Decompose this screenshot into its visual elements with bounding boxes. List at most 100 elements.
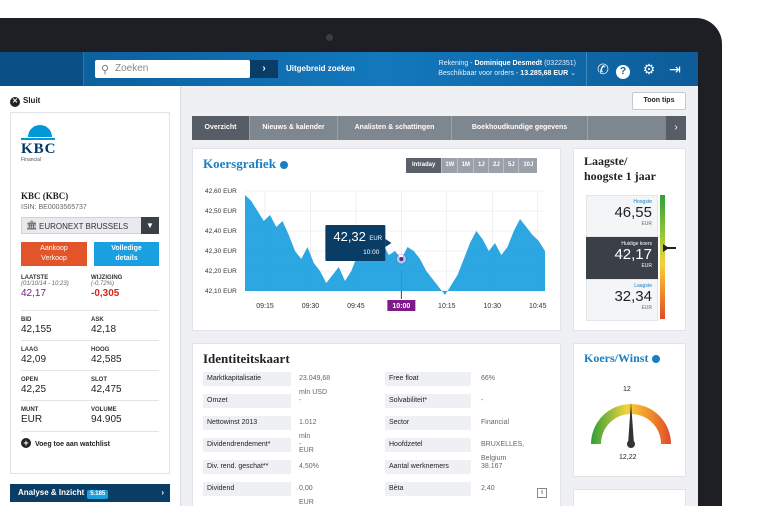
identity-value: -: [299, 397, 302, 404]
gauge-top-label: 12: [623, 386, 631, 393]
close-price: SLOT 42,475: [91, 377, 122, 395]
range-5j[interactable]: 5J: [504, 158, 520, 173]
y-tick-label: 42,20 EUR: [205, 268, 237, 275]
search-icon: ⚲: [101, 64, 110, 76]
identity-value: 38.167: [481, 463, 503, 470]
year-range-title: Laagste/hoogste 1 jaar: [584, 154, 656, 183]
account-info[interactable]: Rekening - Dominique Desmedt (0322351) B…: [438, 60, 576, 77]
tooltip-time: 10:00: [363, 249, 380, 256]
identity-value: BRUXELLES, Belgium: [481, 441, 525, 462]
chevron-down-icon[interactable]: ▼: [141, 217, 159, 234]
isin: ISIN: BE0003565737: [21, 204, 87, 211]
bank-icon: 🏛: [26, 220, 38, 230]
volume: VOLUME 94.905: [91, 407, 122, 425]
info-icon[interactable]: i: [537, 488, 547, 498]
tooltip-value: 42,32: [333, 229, 366, 244]
identity-value: 4,50%: [299, 463, 319, 470]
camera-icon: [326, 34, 333, 41]
full-details-button[interactable]: Volledige details: [94, 242, 159, 266]
kbc-logo: KBC Financial: [21, 125, 57, 163]
identity-panel: Identiteitskaart Marktkapitalisatie 23.04…: [192, 343, 561, 506]
x-tick-label: 10:00: [392, 303, 410, 310]
x-tick-label: 10:30: [484, 303, 502, 310]
tab-bar: Overzicht Nieuws & kalender Analisten & …: [192, 116, 686, 140]
x-tick-label: 10:15: [438, 303, 456, 310]
search-input[interactable]: ⚲ Zoeken: [95, 60, 250, 78]
identity-key: Free float: [385, 372, 471, 386]
plus-icon: +: [21, 438, 31, 448]
show-tips-button[interactable]: Toon tips: [632, 92, 686, 110]
range-selector: Intraday 1W 1M 1J 2J 5J 10J: [406, 158, 538, 173]
identity-key: Div. rend. geschat**: [203, 460, 291, 474]
identity-key: Bèta: [385, 482, 471, 496]
pe-gauge: [591, 402, 671, 448]
gear-icon[interactable]: ⚙: [642, 61, 656, 77]
identity-key: Nettowinst 2013: [203, 416, 291, 430]
change: WIJZIGING (-0,72%) -0,305: [91, 275, 123, 299]
info-icon[interactable]: [652, 355, 661, 364]
help-icon[interactable]: ?: [614, 60, 632, 79]
advanced-search-link[interactable]: Uitgebreid zoeken: [286, 64, 355, 73]
laptop-frame: ⚲ Zoeken › Uitgebreid zoeken Rekening - …: [0, 18, 722, 506]
tab-analysts[interactable]: Analisten & schattingen: [338, 116, 452, 140]
bid: BID 42,155: [21, 317, 52, 335]
top-bar: ⚲ Zoeken › Uitgebreid zoeken Rekening - …: [0, 52, 698, 86]
identity-key: Solvabiliteit*: [385, 394, 471, 408]
exchange-select[interactable]: 🏛 EURONEXT BRUSSELS ▼: [21, 217, 159, 234]
pe-title: Koers/Winst: [584, 351, 661, 366]
year-high: Hoogste 46,55 EUR: [586, 195, 658, 237]
available-amount: 13.285,68 EUR: [520, 70, 569, 77]
tab-accounting[interactable]: Boekhoudkundige gegevens: [452, 116, 588, 140]
range-1w[interactable]: 1W: [442, 158, 459, 173]
divider: [586, 52, 587, 86]
price-chart[interactable]: 42,60 EUR 42,50 EUR 42,40 EUR 42,30 EUR 42,2…: [193, 149, 562, 332]
marker-line: [666, 247, 676, 249]
identity-key: Hoofdzetel: [385, 438, 471, 452]
y-tick-label: 42,50 EUR: [205, 208, 237, 215]
sidebar: ✕ Sluit KBC Financial KBC (KBC) ISIN: BE0…: [0, 86, 181, 506]
ask: ASK 42,18: [91, 317, 117, 335]
search-submit-button[interactable]: ›: [250, 60, 278, 78]
identity-value: 2,40: [481, 485, 495, 492]
year-low: Laagste 32,34 EUR: [586, 279, 658, 321]
add-to-watchlist-button[interactable]: + Voeg toe aan watchlist: [21, 438, 110, 448]
price-area: [245, 195, 545, 295]
tooltip-unit: EUR: [369, 236, 382, 242]
close-sidebar-button[interactable]: ✕ Sluit: [10, 96, 40, 107]
chevron-down-icon[interactable]: ⌄: [570, 70, 576, 77]
info-icon[interactable]: [279, 161, 288, 170]
range-intraday[interactable]: Intraday: [406, 158, 443, 173]
y-tick-label: 42,40 EUR: [205, 228, 237, 235]
tab-overview[interactable]: Overzicht: [192, 116, 250, 140]
stock-card: KBC Financial KBC (KBC) ISIN: BE00035657…: [10, 112, 170, 474]
range-1m[interactable]: 1M: [458, 158, 475, 173]
identity-value: 0,00 EUR: [299, 485, 314, 506]
price-chart-panel: Koersgrafiek Intraday 1W 1M 1J 2J 5J 10J…: [192, 148, 561, 331]
identity-key: Dividendrendement*: [203, 438, 291, 452]
identity-value: 23.049,68 mln USD: [299, 375, 331, 396]
account-name: Dominique Desmedt: [474, 60, 543, 67]
analysis-insight-button[interactable]: Analyse & Inzicht 5.185 ›: [10, 484, 170, 502]
identity-key: Dividend: [203, 482, 291, 496]
high: HOOG 42,585: [91, 347, 122, 365]
range-1j[interactable]: 1J: [474, 158, 490, 173]
identity-key: Aantal werknemers: [385, 460, 471, 474]
range-2j[interactable]: 2J: [489, 158, 505, 173]
search-placeholder: Zoeken: [115, 63, 149, 74]
tab-news-calendar[interactable]: Nieuws & kalender: [250, 116, 338, 140]
identity-title: Identiteitskaart: [203, 351, 290, 366]
chevron-right-icon[interactable]: ›: [666, 116, 686, 140]
range-10j[interactable]: 10J: [523, 162, 534, 168]
y-tick-label: 42,60 EUR: [205, 188, 237, 195]
logout-icon[interactable]: ⇥: [669, 61, 681, 77]
x-tick-label: 10:45: [529, 303, 547, 310]
identity-key: Marktkapitalisatie: [203, 372, 291, 386]
buy-sell-button[interactable]: Aankoop Verkoop: [21, 242, 87, 266]
chart-tooltip: [325, 225, 386, 261]
x-tick-label: 09:30: [302, 303, 320, 310]
identity-value: 1.012 mln EUR: [299, 419, 317, 454]
chevron-right-icon: ›: [161, 488, 164, 497]
open: OPEN 42,25: [21, 377, 47, 395]
phone-icon[interactable]: ✆: [597, 61, 609, 77]
currency: MUNT EUR: [21, 407, 43, 425]
